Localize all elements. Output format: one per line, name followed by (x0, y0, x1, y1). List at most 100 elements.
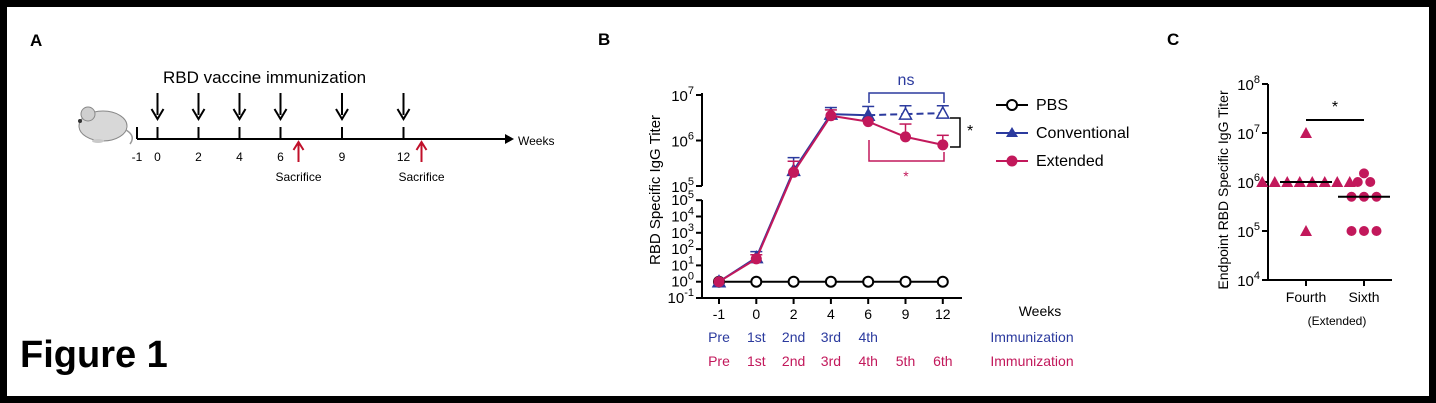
mouse-icon (78, 106, 133, 145)
series-line-segment (830, 114, 869, 123)
timeline-arrowhead (505, 134, 514, 144)
panel-c-ytick-label: 104 (1237, 270, 1260, 290)
panel-c-ytick-label-base: 10 (1237, 224, 1254, 241)
sacrifice-marker: Sacrifice (398, 140, 445, 184)
timeline-ticks: -1 0 2 4 6 9 12 (132, 127, 411, 164)
data-point (900, 131, 911, 143)
panel-b-ytick-lower-label: 104 (671, 206, 694, 226)
series-line-segment (718, 258, 757, 283)
extended-schedule-item: 2nd (782, 353, 805, 369)
panel-b-ytick-lower-label-exp: 1 (688, 254, 694, 266)
panel-c-ytick-label: 106 (1237, 172, 1260, 192)
panel-b-ytick-lower-label: 10-1 (668, 287, 694, 307)
panel-b-ylabel: RBD Specific IgG Titer (647, 115, 664, 265)
sacrifice-markers: Sacrifice Sacrifice (275, 140, 445, 184)
timeline-tick-label: 12 (397, 150, 411, 164)
panel-b-ytick-lower-label-base: 10 (671, 225, 688, 242)
sig-bottom-bracket: * (868, 140, 945, 184)
panel-c-point (1371, 226, 1382, 236)
panel-a-letter: A (30, 31, 42, 50)
legend-conventional-label: Conventional (1036, 125, 1129, 142)
data-point (788, 166, 800, 178)
panel-b-xtick-label: 4 (827, 306, 835, 322)
extended-schedule-item: 3rd (821, 353, 841, 369)
conventional-row-label: Immunization (990, 329, 1073, 345)
panel-b-xtick-label: 6 (864, 306, 872, 322)
panel-c-letter: C (1167, 30, 1179, 49)
panel-b-ytick-lower-label-exp: -1 (684, 287, 694, 299)
panel-b-ytick-upper-label: 105 (671, 176, 694, 196)
legend-pbs: PBS (996, 97, 1068, 114)
panel-c-series-sixth (1338, 168, 1390, 236)
immunization-arrow (335, 93, 349, 121)
data-point (935, 105, 951, 119)
sacrifice-marker: Sacrifice (275, 140, 322, 184)
panel-c-points (1256, 127, 1390, 236)
panel-b-ytick-lower-label: 103 (671, 222, 694, 242)
data-point (750, 275, 763, 288)
data-point (936, 275, 949, 288)
immunization-arrow (150, 93, 165, 121)
timeline-tick-label: 9 (339, 150, 346, 164)
panel-b-ytick-lower-label: 102 (671, 238, 694, 258)
immunization-arrow-head (232, 108, 247, 121)
immunization-arrow-head (191, 108, 206, 121)
conventional-schedule-item: Pre (708, 329, 730, 345)
panel-b-xtick-label: 9 (902, 306, 910, 322)
panel-b-ytick-lower-label-base: 10 (671, 274, 688, 291)
immunization-arrow-head (396, 108, 411, 121)
series-line-segment (867, 120, 906, 138)
timeline-tick-label: 6 (277, 150, 284, 164)
timeline-tick-label: 2 (195, 150, 202, 164)
panel-c-ytick-label-exp: 6 (1254, 172, 1260, 184)
panel-b-ytick-lower-label-base: 10 (671, 257, 688, 274)
legend-conventional: Conventional (996, 125, 1129, 142)
immunization-arrow (232, 93, 247, 121)
sig-bottom-label: * (903, 168, 909, 184)
panel-b-ytick-lower-label-exp: 4 (688, 206, 694, 218)
data-point (862, 116, 874, 128)
immunization-arrows (150, 93, 411, 121)
panel-b-ytick-upper-label-base: 10 (671, 179, 688, 196)
panel-c-sig-label: * (1332, 99, 1338, 116)
legend-extended-label: Extended (1036, 153, 1104, 170)
panel-b: B RBD Specific IgG Titer 10510610710-110… (598, 30, 1129, 369)
sig-ns-label: ns (898, 72, 915, 89)
panel-c-point (1343, 176, 1356, 187)
panel-b-xtick-label: 2 (790, 306, 798, 322)
panel-b-xtick-label: -1 (713, 306, 726, 322)
panel-c-ytick-label: 107 (1237, 123, 1260, 143)
immunization-arrow (191, 93, 206, 121)
sacrifice-arrow-head (292, 140, 305, 151)
immunization-arrow (396, 93, 411, 121)
panel-b-ytick-lower-label-exp: 3 (688, 222, 694, 234)
series-conventional (711, 105, 951, 288)
panel-c-ytick-label-exp: 5 (1254, 221, 1260, 233)
panel-c-point (1365, 177, 1376, 187)
timeline-weeks-label: Weeks (518, 134, 554, 148)
panel-c-ytick-label-exp: 8 (1254, 74, 1260, 86)
panel-c-xtick-label: Fourth (1286, 289, 1326, 305)
panel-c-sig-bar: * (1306, 99, 1364, 121)
panel-b-ytick-lower-label-exp: 2 (688, 238, 694, 250)
series-pbs (713, 275, 949, 288)
sacrifice-label: Sacrifice (275, 170, 321, 184)
panel-c-point (1300, 127, 1312, 138)
panel-b-ytick-lower-label-base: 10 (668, 290, 685, 307)
panel-b-ytick-lower-label: 105 (671, 189, 694, 209)
panel-b-ytick-upper-label-exp: 5 (688, 176, 694, 188)
extended-schedule-item: 5th (896, 353, 915, 369)
panel-b-ytick-upper-label-exp: 6 (688, 131, 694, 143)
panel-b-ytick-lower-label-exp: 0 (688, 271, 694, 283)
data-point (862, 275, 875, 288)
panel-c-ylabel: Endpoint RBD Specific IgG Titer (1215, 90, 1231, 290)
panel-c-point (1268, 176, 1281, 187)
panel-c-ytick-label: 108 (1237, 74, 1260, 94)
panel-c-point (1352, 177, 1363, 187)
series-line-segment (755, 171, 795, 260)
panel-a: A RBD vaccine immunization Weeks -1 0 2 4 6 9… (30, 31, 554, 184)
panel-b-ytick-upper-label-base: 10 (671, 88, 688, 105)
